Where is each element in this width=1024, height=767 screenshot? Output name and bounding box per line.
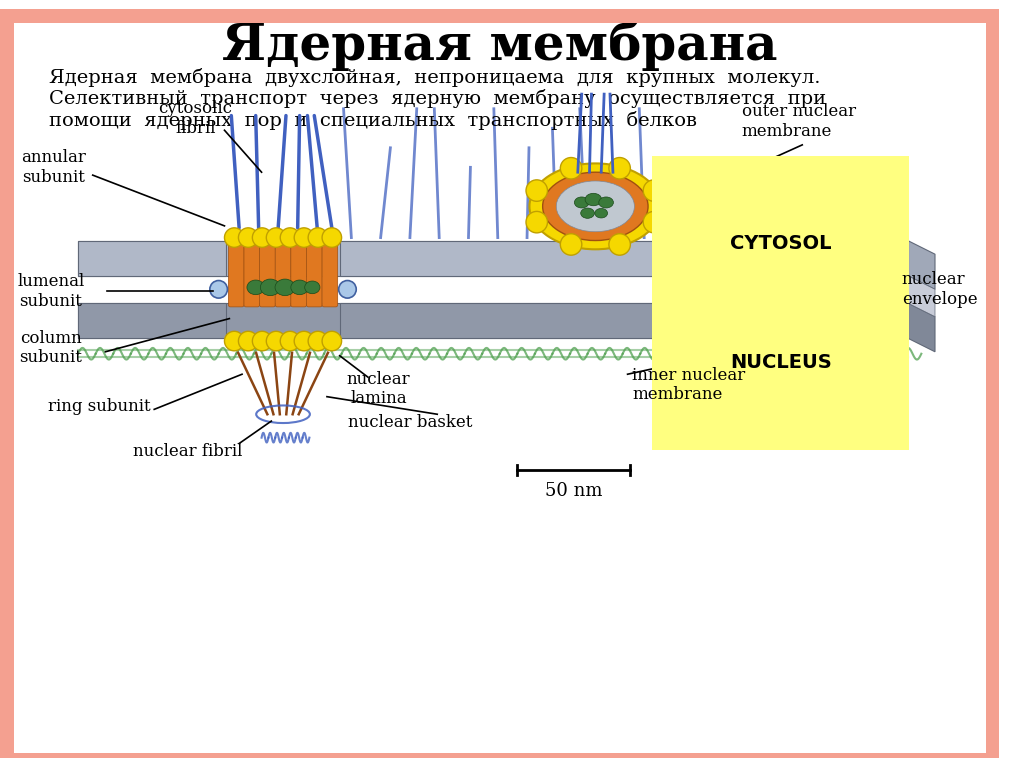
FancyBboxPatch shape xyxy=(275,236,291,307)
Bar xyxy=(986,9,999,758)
Text: nuclear
lamina: nuclear lamina xyxy=(347,370,411,407)
Ellipse shape xyxy=(595,209,607,218)
Ellipse shape xyxy=(574,197,589,208)
FancyBboxPatch shape xyxy=(228,236,244,307)
Ellipse shape xyxy=(260,279,281,295)
Polygon shape xyxy=(907,241,935,289)
Polygon shape xyxy=(340,241,907,275)
Circle shape xyxy=(560,157,582,179)
Polygon shape xyxy=(340,303,907,338)
Circle shape xyxy=(252,228,272,247)
Circle shape xyxy=(526,212,548,233)
Circle shape xyxy=(252,331,272,351)
Polygon shape xyxy=(78,241,226,275)
Circle shape xyxy=(609,157,631,179)
Circle shape xyxy=(643,179,665,201)
Text: Селективный  транспорт  через  ядерную  мембрану  осуществляется  при: Селективный транспорт через ядерную мемб… xyxy=(49,90,826,108)
Polygon shape xyxy=(78,241,907,275)
Text: nuclear
envelope: nuclear envelope xyxy=(902,271,978,308)
Circle shape xyxy=(643,212,665,233)
Text: inner nuclear
membrane: inner nuclear membrane xyxy=(633,367,745,403)
Ellipse shape xyxy=(291,280,308,295)
Ellipse shape xyxy=(305,281,319,294)
Polygon shape xyxy=(907,275,935,317)
FancyBboxPatch shape xyxy=(260,236,275,307)
Text: annular
subunit: annular subunit xyxy=(22,149,86,186)
Circle shape xyxy=(560,234,582,255)
FancyBboxPatch shape xyxy=(291,236,306,307)
Circle shape xyxy=(323,331,342,351)
Circle shape xyxy=(609,234,631,255)
Text: NUCLEUS: NUCLEUS xyxy=(730,353,831,372)
Text: nuclear basket: nuclear basket xyxy=(348,413,472,430)
Circle shape xyxy=(224,331,244,351)
Text: ring subunit: ring subunit xyxy=(48,398,151,415)
Circle shape xyxy=(281,228,300,247)
Text: CYTOSOL: CYTOSOL xyxy=(730,234,831,253)
Ellipse shape xyxy=(585,193,602,206)
Bar xyxy=(0,9,13,758)
Ellipse shape xyxy=(581,208,594,219)
Circle shape xyxy=(224,228,244,247)
Circle shape xyxy=(308,228,328,247)
Bar xyxy=(0,753,999,758)
FancyBboxPatch shape xyxy=(323,236,338,307)
Ellipse shape xyxy=(247,280,264,295)
Circle shape xyxy=(339,281,356,298)
Ellipse shape xyxy=(556,181,635,232)
Bar xyxy=(0,9,999,23)
Circle shape xyxy=(239,228,258,247)
Circle shape xyxy=(239,331,258,351)
Circle shape xyxy=(210,281,227,298)
Text: nuclear fibril: nuclear fibril xyxy=(133,443,242,460)
Text: Ядерная мембрана: Ядерная мембрана xyxy=(222,20,777,71)
Text: 50 nm: 50 nm xyxy=(545,482,602,499)
Circle shape xyxy=(308,331,328,351)
Text: outer nuclear
membrane: outer nuclear membrane xyxy=(741,103,856,140)
Circle shape xyxy=(323,228,342,247)
Text: помощи  ядерных  пор  и  специальных  транспортных  белков: помощи ядерных пор и специальных транспо… xyxy=(49,111,696,130)
Polygon shape xyxy=(78,303,907,338)
Ellipse shape xyxy=(543,173,648,241)
Circle shape xyxy=(266,331,286,351)
FancyBboxPatch shape xyxy=(244,236,260,307)
Circle shape xyxy=(294,228,313,247)
Ellipse shape xyxy=(275,279,295,295)
Circle shape xyxy=(281,331,300,351)
Ellipse shape xyxy=(529,163,662,249)
Ellipse shape xyxy=(599,197,613,208)
Circle shape xyxy=(526,179,548,201)
Text: column
subunit: column subunit xyxy=(19,330,82,366)
Text: lumenal
subunit: lumenal subunit xyxy=(17,273,84,310)
Polygon shape xyxy=(907,303,935,352)
Polygon shape xyxy=(78,303,226,338)
Circle shape xyxy=(266,228,286,247)
FancyBboxPatch shape xyxy=(306,236,323,307)
Circle shape xyxy=(294,331,313,351)
Text: cytosolic
fibril: cytosolic fibril xyxy=(158,100,232,137)
Text: Ядерная  мембрана  двухслойная,  непроницаема  для  крупных  молекул.: Ядерная мембрана двухслойная, непроницае… xyxy=(49,68,820,87)
